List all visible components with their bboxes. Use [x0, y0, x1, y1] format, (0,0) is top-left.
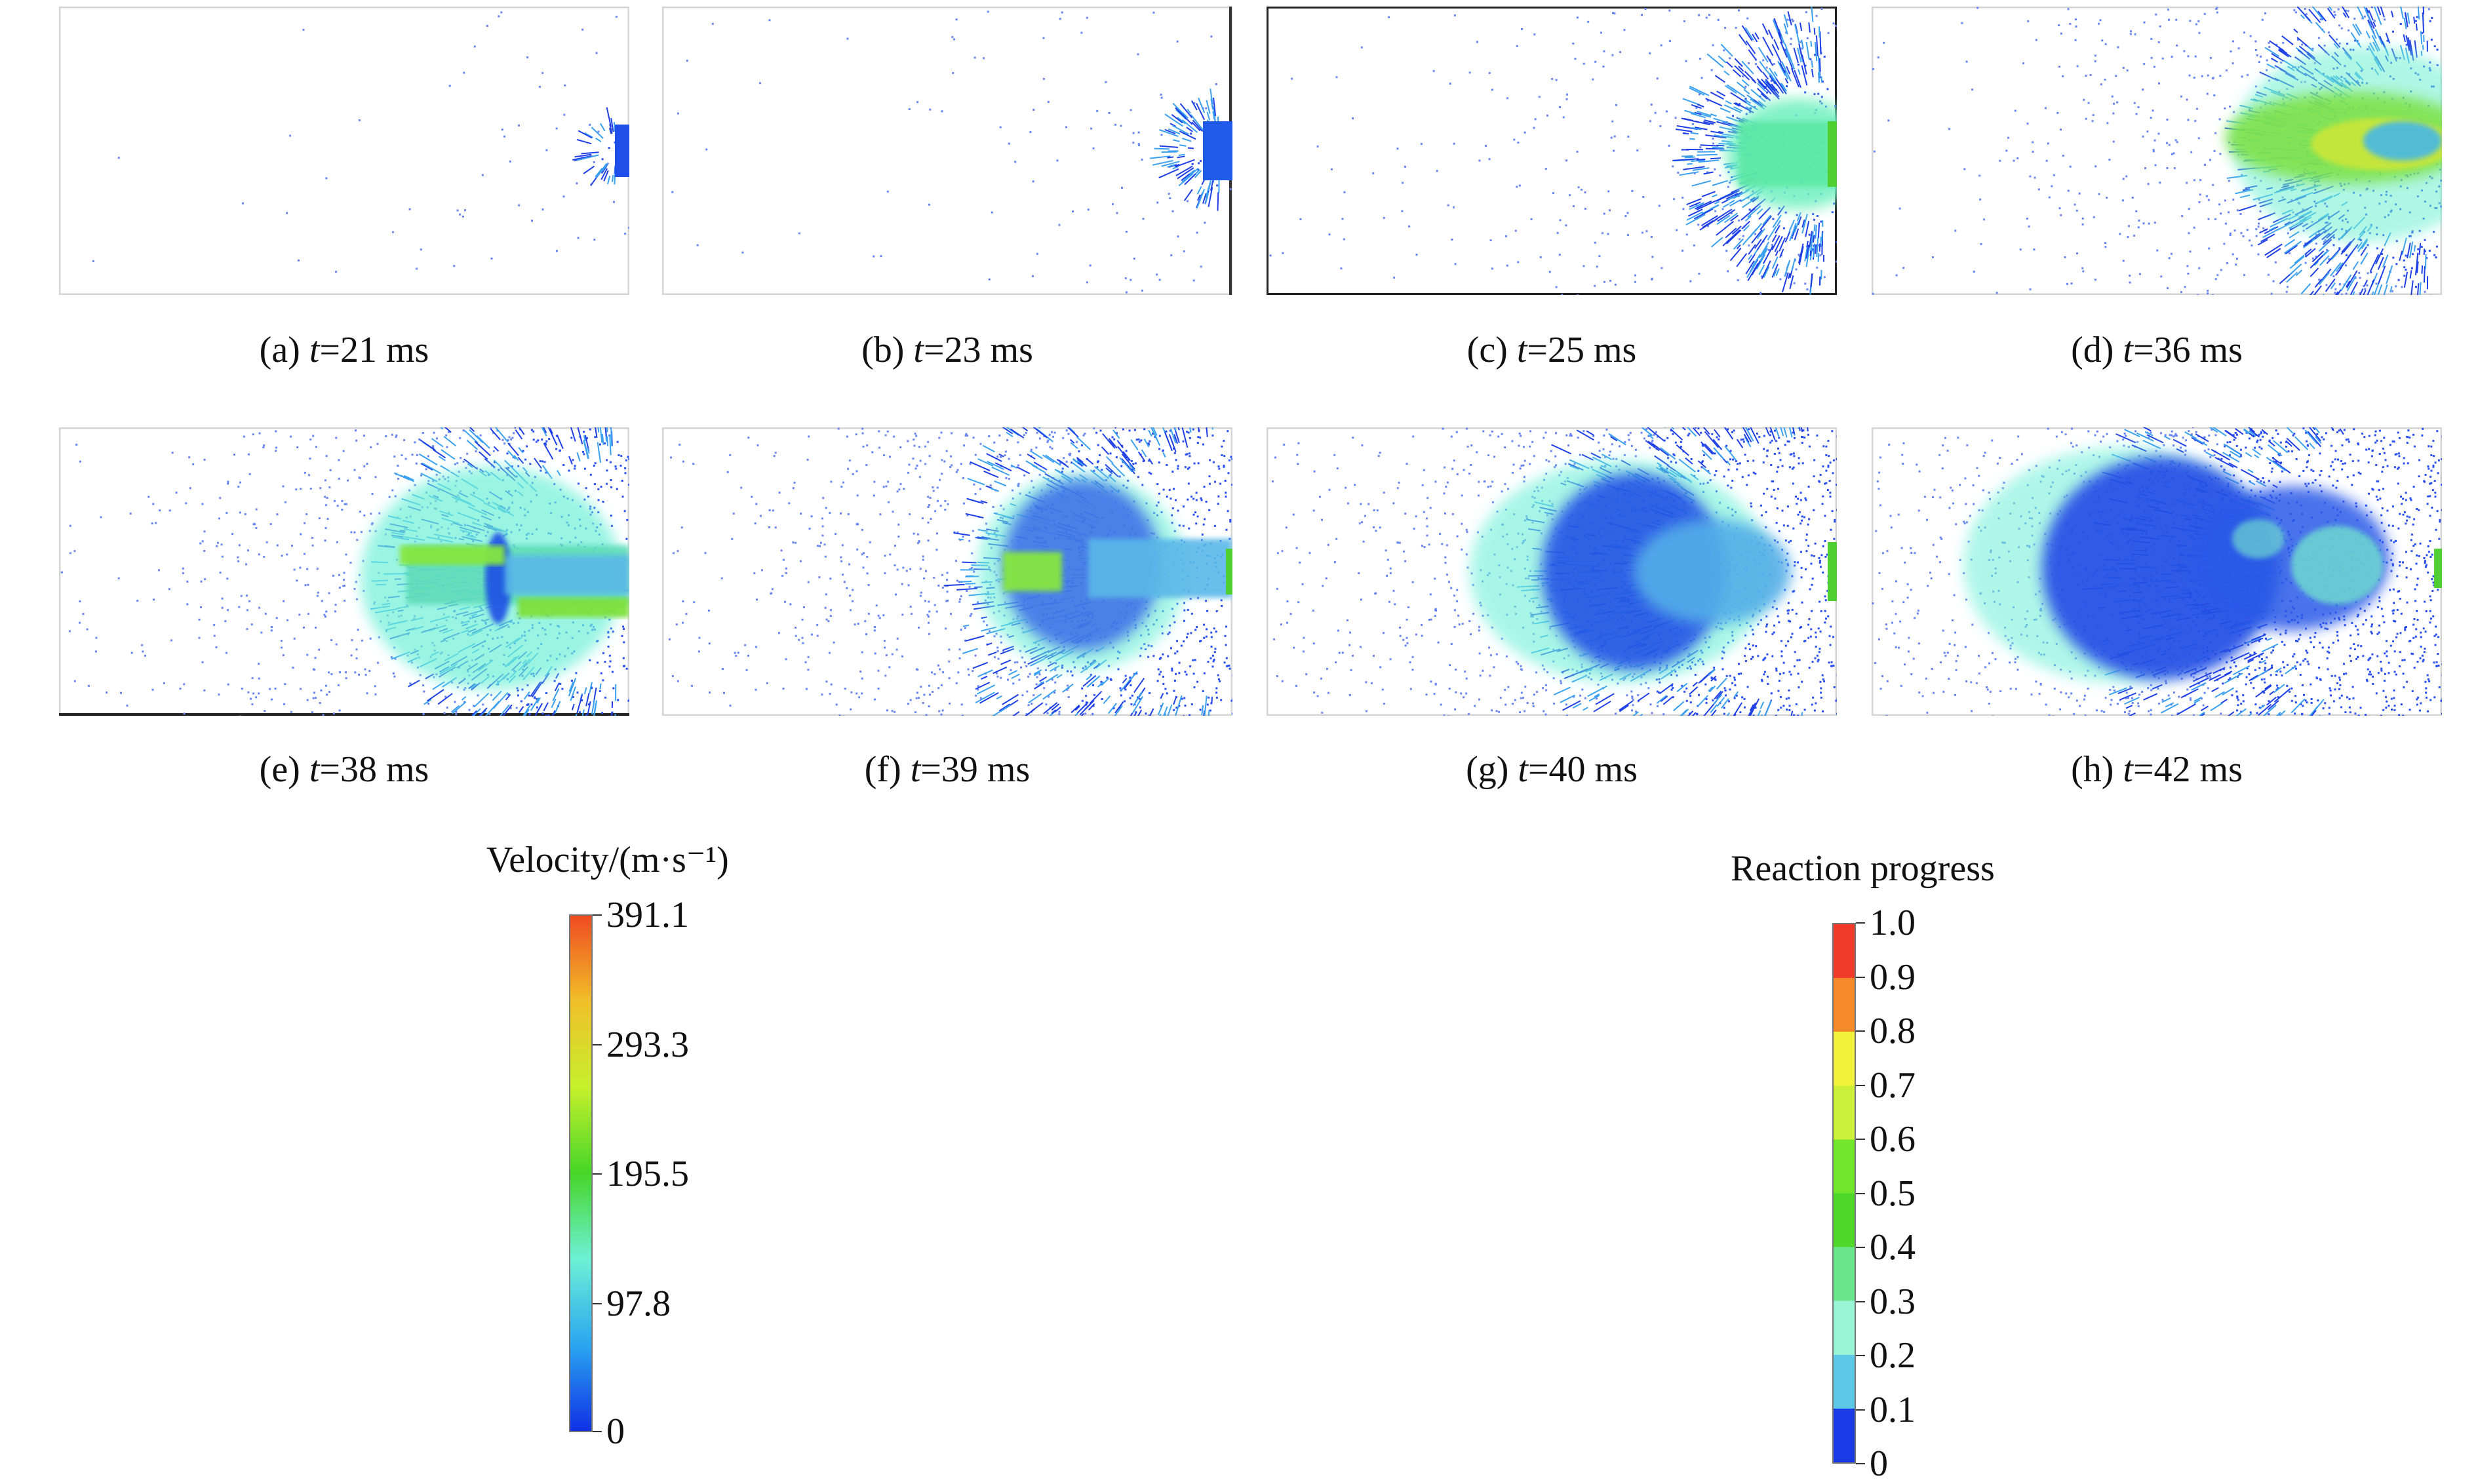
- caption-f: (f) t=39 ms: [662, 749, 1232, 791]
- reaction-tick-label: 0.9: [1870, 959, 1916, 996]
- reaction-tick-label: 0.8: [1870, 1013, 1916, 1049]
- velocity-title: Velocity/(m·s⁻¹): [486, 839, 729, 881]
- velocity-tick-label: 97.8: [606, 1285, 671, 1322]
- reaction-title: Reaction progress: [1731, 848, 1995, 889]
- caption-c: (c) t=25 ms: [1267, 329, 1837, 371]
- panel-h: [1872, 427, 2442, 716]
- velocity-tick-label: 0: [606, 1413, 625, 1450]
- panel-e: [59, 427, 629, 716]
- panel-c: [1267, 7, 1837, 295]
- panel-b: [662, 7, 1232, 295]
- panel-g: [1267, 427, 1837, 716]
- velocity-tick-label: 195.5: [606, 1156, 689, 1192]
- velocity-tick-label: 293.3: [606, 1026, 689, 1063]
- caption-e: (e) t=38 ms: [59, 749, 629, 791]
- panel-d: [1872, 7, 2442, 295]
- reaction-tick-label: 0.5: [1870, 1175, 1916, 1212]
- caption-h: (h) t=42 ms: [1872, 749, 2442, 791]
- caption-a: (a) t=21 ms: [59, 329, 629, 371]
- reaction-tick-label: 0.2: [1870, 1337, 1916, 1374]
- caption-g: (g) t=40 ms: [1267, 749, 1837, 791]
- reaction-tick-label: 0: [1870, 1445, 1888, 1482]
- velocity-tick-label: 391.1: [606, 897, 689, 933]
- reaction-tick-label: 0.6: [1870, 1121, 1916, 1158]
- reaction-tick-label: 0.4: [1870, 1229, 1916, 1266]
- caption-b: (b) t=23 ms: [662, 329, 1232, 371]
- reaction-tick-label: 0.7: [1870, 1067, 1916, 1104]
- reaction-colorbar: [1832, 923, 1856, 1464]
- caption-d: (d) t=36 ms: [1872, 329, 2442, 371]
- panel-a: [59, 7, 629, 295]
- reaction-tick-label: 0.1: [1870, 1392, 1916, 1428]
- reaction-tick-label: 1.0: [1870, 905, 1916, 941]
- velocity-colorbar: [569, 914, 593, 1432]
- panel-f: [662, 427, 1232, 716]
- reaction-tick-label: 0.3: [1870, 1283, 1916, 1320]
